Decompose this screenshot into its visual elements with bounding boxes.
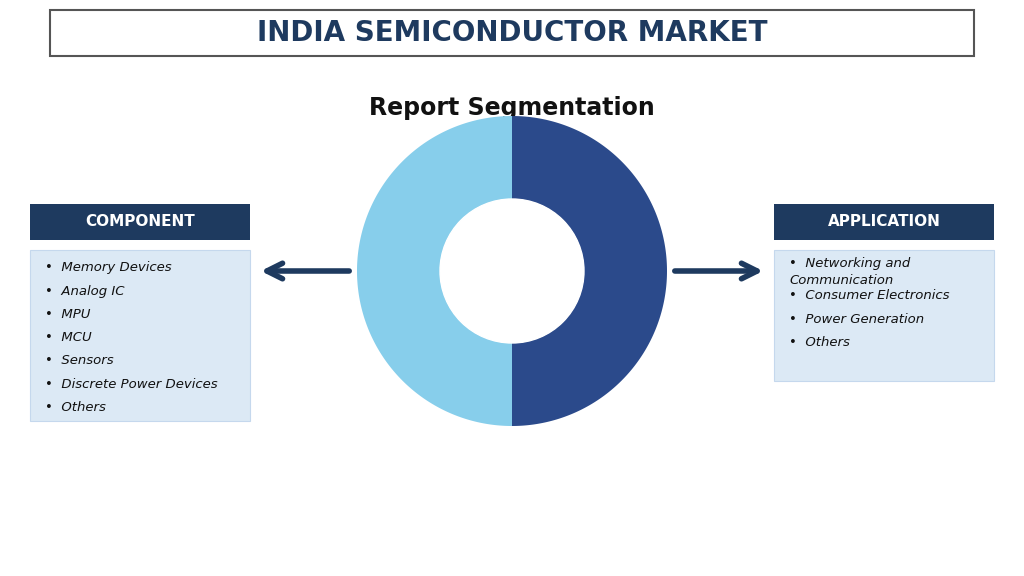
Polygon shape (357, 116, 512, 426)
FancyBboxPatch shape (30, 204, 250, 240)
Polygon shape (512, 116, 667, 426)
Text: COMPONENT: COMPONENT (85, 214, 195, 229)
Text: INDIA SEMICONDUCTOR MARKET: INDIA SEMICONDUCTOR MARKET (257, 19, 767, 47)
FancyBboxPatch shape (50, 10, 974, 56)
FancyBboxPatch shape (30, 250, 250, 421)
Text: •  MCU: • MCU (45, 331, 92, 344)
Text: •  Memory Devices: • Memory Devices (45, 262, 172, 275)
FancyBboxPatch shape (774, 250, 994, 381)
Text: •  Others: • Others (790, 336, 850, 349)
Text: •  Networking and
Communication: • Networking and Communication (790, 257, 910, 287)
Text: APPLICATION: APPLICATION (827, 214, 940, 229)
Text: •  Others: • Others (45, 401, 105, 414)
Text: •  Consumer Electronics: • Consumer Electronics (790, 289, 949, 302)
Text: •  Discrete Power Devices: • Discrete Power Devices (45, 378, 218, 391)
Text: •  MPU: • MPU (45, 308, 90, 321)
Text: •  Power Generation: • Power Generation (790, 313, 924, 325)
Text: •  Sensors: • Sensors (45, 354, 114, 367)
Text: •  Analog IC: • Analog IC (45, 285, 125, 298)
FancyBboxPatch shape (774, 204, 994, 240)
Text: Report Segmentation: Report Segmentation (369, 96, 655, 120)
Circle shape (440, 199, 584, 343)
